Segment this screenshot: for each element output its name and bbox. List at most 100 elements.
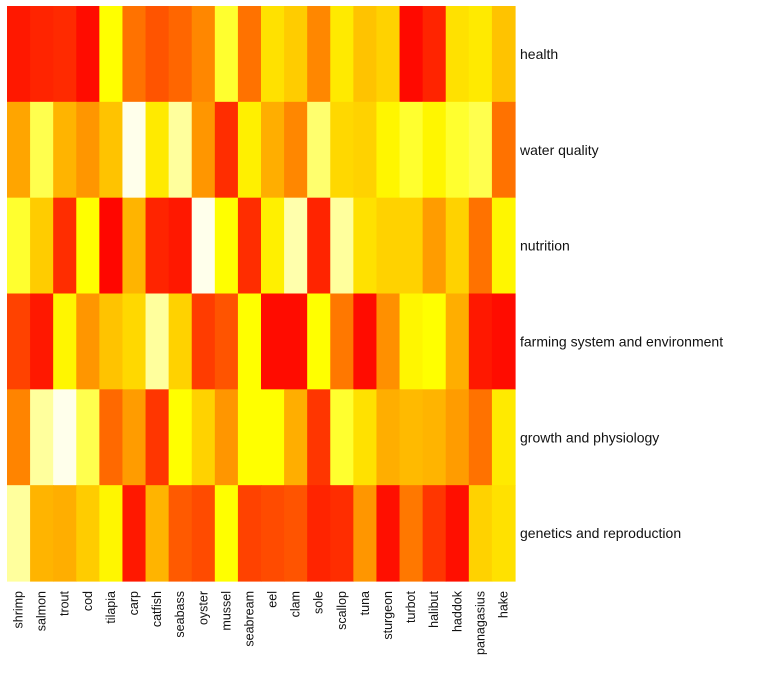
heatmap-cell (214, 6, 239, 103)
heatmap-cell (168, 6, 193, 103)
heatmap-cell (237, 197, 262, 295)
heatmap-cell (353, 389, 378, 486)
heatmap-cell (30, 389, 54, 486)
heatmap-cell (468, 197, 493, 295)
column-label: cod (81, 591, 95, 611)
heatmap-cell (261, 197, 285, 295)
heatmap-cell (422, 485, 447, 582)
heatmap-cell (422, 197, 447, 295)
heatmap-cell (330, 389, 354, 486)
heatmap-cell (491, 197, 516, 295)
heatmap-cell (30, 197, 54, 295)
heatmap-cell (330, 101, 354, 199)
heatmap-cell (99, 6, 124, 103)
row-label: water quality (519, 142, 599, 158)
heatmap-cell (76, 389, 100, 486)
heatmap-cell (445, 197, 470, 295)
heatmap-cell (214, 197, 239, 295)
heatmap-cell (307, 293, 331, 390)
heatmap-cell (330, 6, 354, 103)
heatmap-cell (122, 101, 147, 199)
heatmap-cell (168, 293, 193, 390)
heatmap-cell (399, 485, 424, 582)
heatmap-cell (145, 389, 170, 486)
heatmap-cell (307, 197, 331, 295)
heatmap-cell (284, 293, 308, 390)
column-label: tuna (358, 591, 372, 615)
heatmap-cell (7, 389, 31, 486)
heatmap-cell (376, 6, 401, 103)
heatmap-cell (399, 101, 424, 199)
heatmap-cell (99, 197, 124, 295)
heatmap-cell (376, 389, 401, 486)
heatmap-cell (422, 6, 447, 103)
heatmap-cell (30, 6, 54, 103)
row-label: farming system and environment (520, 333, 723, 349)
heatmap-cell (76, 293, 100, 390)
column-label: haddok (450, 590, 464, 632)
heatmap-cell (491, 6, 516, 103)
heatmap-cell (76, 197, 100, 295)
heatmap-cell (376, 101, 401, 199)
heatmap-cell (284, 197, 308, 295)
column-label: carp (127, 591, 141, 615)
row-label: nutrition (520, 238, 570, 254)
heatmap-cell (422, 389, 447, 486)
column-label: shrimp (12, 591, 26, 629)
heatmap-cell (237, 485, 262, 582)
heatmap-cell (261, 389, 285, 486)
column-label: hake (496, 591, 510, 618)
heatmap-cell (122, 389, 147, 486)
column-label: oyster (196, 591, 210, 625)
heatmap-cell (445, 485, 470, 582)
heatmap-cell (168, 197, 193, 295)
heatmap-cell (353, 485, 378, 582)
heatmap-cell (261, 485, 285, 582)
heatmap-cell (261, 293, 285, 390)
heatmap-cell (191, 6, 216, 103)
heatmap-cell (7, 197, 31, 295)
heatmap-cell (53, 197, 77, 295)
heatmap-cell (376, 197, 401, 295)
column-label: sole (312, 591, 326, 614)
heatmap-cell (399, 293, 424, 390)
heatmap-cell (122, 485, 147, 582)
heatmap-cell (53, 6, 77, 103)
column-label: catfish (150, 591, 164, 627)
heatmap-cell (191, 485, 216, 582)
heatmap-cells (7, 6, 516, 582)
heatmap-cell (191, 293, 216, 390)
heatmap-cell (422, 293, 447, 390)
column-label: tilapia (104, 591, 118, 624)
heatmap-cell (491, 485, 516, 582)
heatmap-cell (122, 293, 147, 390)
column-label: trout (58, 590, 72, 616)
heatmap-cell (30, 101, 54, 199)
heatmap-cell (307, 101, 331, 199)
heatmap-cell (284, 485, 308, 582)
column-label: seabream (242, 591, 256, 647)
heatmap-cell (122, 197, 147, 295)
heatmap-cell (284, 389, 308, 486)
heatmap-cell (261, 6, 285, 103)
column-label: sturgeon (381, 591, 395, 640)
heatmap-cell (7, 6, 31, 103)
heatmap-cell (353, 293, 378, 390)
heatmap-cell (468, 293, 493, 390)
heatmap-cell (30, 293, 54, 390)
heatmap-cell (237, 293, 262, 390)
heatmap-cell (53, 293, 77, 390)
heatmap-cell (376, 485, 401, 582)
heatmap-cell (30, 485, 54, 582)
column-label: eel (266, 591, 280, 608)
heatmap-cell (237, 6, 262, 103)
heatmap-cell (145, 485, 170, 582)
heatmap-cell (99, 389, 124, 486)
heatmap-cell (99, 293, 124, 390)
heatmap-cell (353, 101, 378, 199)
heatmap-cell (145, 101, 170, 199)
column-label: halibut (427, 590, 441, 627)
heatmap-cell (237, 389, 262, 486)
heatmap-cell (76, 6, 100, 103)
